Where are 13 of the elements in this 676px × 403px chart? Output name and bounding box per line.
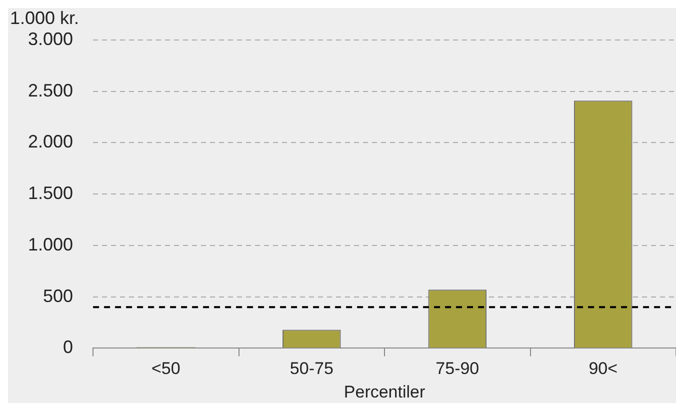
x-tick-label: <50	[151, 359, 180, 378]
x-tick-label: 50-75	[290, 359, 334, 378]
y-axis-title: 1.000 kr.	[10, 8, 80, 28]
x-axis-title: Percentiler	[344, 382, 426, 402]
x-tick-label: 75-90	[436, 359, 480, 378]
y-tick-label: 0	[63, 337, 74, 358]
y-tick-label: 2.500	[28, 80, 74, 100]
y-tick-label: 2.000	[28, 132, 74, 152]
y-tick-label: 1.000	[28, 234, 74, 254]
y-tick-label: 500	[42, 286, 74, 306]
y-tick-label: 3.000	[28, 28, 74, 49]
y-tick-label: 1.500	[28, 183, 74, 204]
x-tick-label: 90<	[588, 359, 618, 378]
